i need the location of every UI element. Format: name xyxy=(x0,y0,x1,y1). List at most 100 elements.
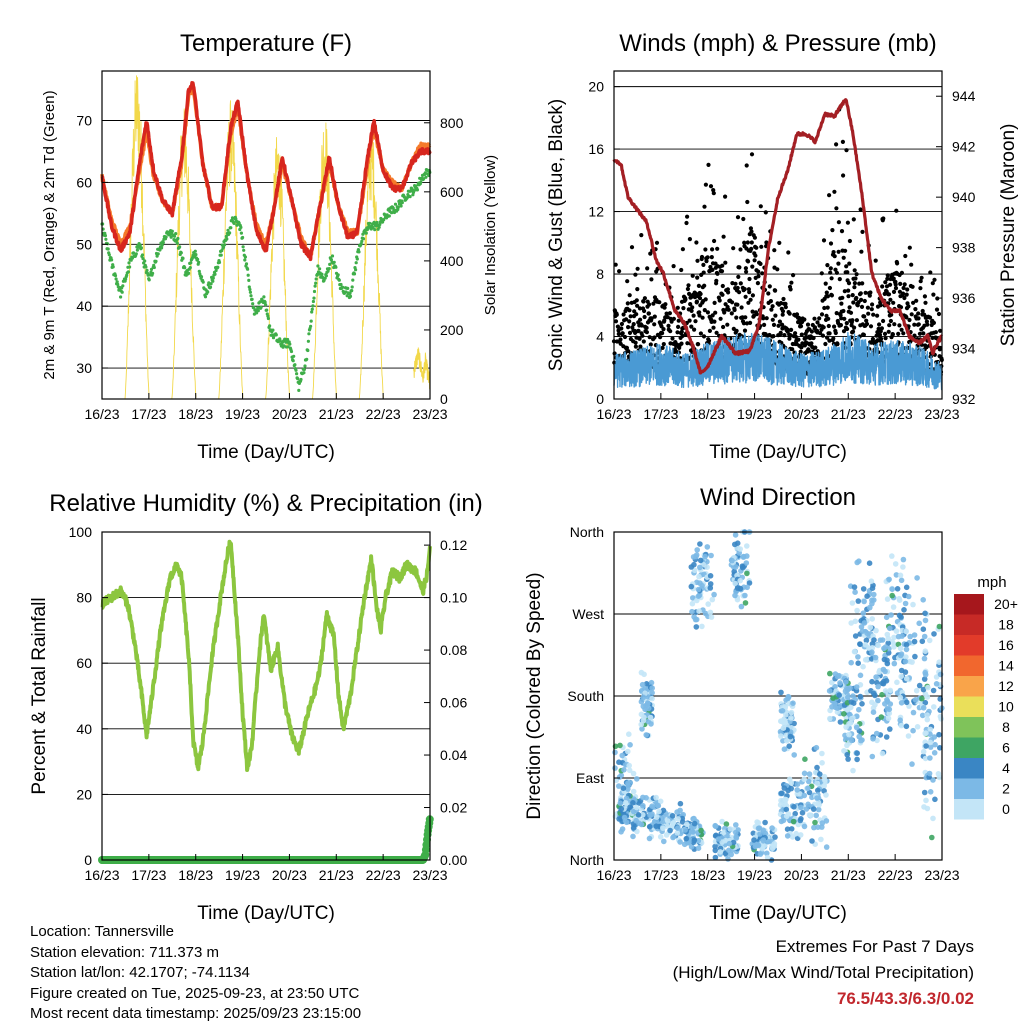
gust-point xyxy=(860,281,865,286)
direction-point xyxy=(781,746,788,752)
direction-point xyxy=(902,600,909,607)
gust-point xyxy=(787,311,792,316)
direction-point xyxy=(881,645,887,652)
y2-tick-label: 200 xyxy=(440,322,464,338)
dewpoint-point xyxy=(248,287,252,292)
colorbar-swatch xyxy=(954,614,984,635)
y-tick-label: East xyxy=(576,770,604,786)
gust-point xyxy=(823,281,828,286)
dewpoint-point xyxy=(104,237,108,241)
gust-point xyxy=(687,237,693,242)
gust-point xyxy=(820,333,826,338)
gust-point xyxy=(698,331,704,336)
direction-point xyxy=(895,633,902,640)
y2-tick-label: 800 xyxy=(440,115,464,131)
gust-point xyxy=(703,247,708,252)
gust-point xyxy=(902,295,907,301)
direction-point xyxy=(780,725,787,731)
insolation-curve xyxy=(218,100,244,400)
gust-point xyxy=(768,299,774,304)
direction-point xyxy=(883,678,890,684)
gust-point xyxy=(701,262,706,267)
gust-point xyxy=(825,305,830,310)
dewpoint-point xyxy=(226,228,230,232)
gust-point xyxy=(909,262,914,267)
dewpoint-point xyxy=(330,254,335,258)
gust-point xyxy=(864,321,870,327)
gust-point xyxy=(844,264,849,269)
direction-point xyxy=(897,694,904,701)
direction-point xyxy=(764,850,770,857)
gust-point xyxy=(835,342,840,347)
gust-point xyxy=(862,314,867,319)
direction-point xyxy=(695,586,702,593)
gust-point xyxy=(703,182,709,187)
direction-point xyxy=(853,724,860,731)
humidity-xlabel: Time (Day/UTC) xyxy=(197,903,335,924)
gust-point xyxy=(750,309,755,314)
dewpoint-point xyxy=(248,290,252,294)
wind-speed-line xyxy=(613,332,943,391)
dewpoint-point xyxy=(208,285,213,289)
gust-point xyxy=(624,317,629,322)
direction-point xyxy=(914,724,921,730)
gust-point xyxy=(720,283,725,289)
colorbar-title: mph xyxy=(977,574,1006,591)
gust-point xyxy=(744,163,749,168)
direction-point xyxy=(814,795,820,801)
gust-point xyxy=(617,269,622,274)
extremes-subtitle: (High/Low/Max Wind/Total Precipitation) xyxy=(672,963,974,982)
direction-point xyxy=(778,790,785,797)
direction-point xyxy=(922,610,928,617)
gust-point xyxy=(730,300,735,305)
wind-direction-ylabel: Direction (Colored By Speed) xyxy=(524,572,545,819)
direction-point xyxy=(921,676,928,682)
direction-point xyxy=(836,692,842,698)
humidity-frame xyxy=(101,531,431,861)
dewpoint-point xyxy=(352,272,357,276)
gust-point xyxy=(881,216,886,221)
direction-point xyxy=(922,648,929,654)
direction-point xyxy=(872,654,879,661)
gust-point xyxy=(647,302,652,307)
gust-point xyxy=(796,337,801,342)
dewpoint-point xyxy=(382,218,386,222)
gust-point xyxy=(770,317,775,322)
gust-point xyxy=(694,240,699,245)
gust-point xyxy=(735,215,741,220)
direction-point xyxy=(916,682,923,689)
gust-point xyxy=(764,316,769,321)
gust-point xyxy=(843,248,848,253)
dewpoint-point xyxy=(312,289,317,294)
direction-point xyxy=(698,827,704,834)
gust-point xyxy=(799,345,804,350)
gust-point xyxy=(904,315,909,320)
gust-point xyxy=(790,347,795,352)
direction-point xyxy=(900,564,906,570)
direction-point xyxy=(903,628,910,635)
direction-point xyxy=(847,685,853,691)
direction-point xyxy=(843,679,849,685)
direction-point xyxy=(819,760,825,766)
x-tick-label: 18/23 xyxy=(178,867,213,883)
direction-point xyxy=(783,712,789,718)
gust-point xyxy=(713,310,718,315)
dewpoint-point xyxy=(422,177,426,181)
temperature-ticks: 16/23 17/23 18/23 19/23 20/23 21/23 22/23 23/23… xyxy=(76,113,463,422)
gust-point xyxy=(868,324,874,329)
direction-point xyxy=(785,787,791,794)
direction-point xyxy=(755,825,762,832)
direction-point xyxy=(848,715,855,722)
direction-point xyxy=(813,744,820,751)
gust-point xyxy=(857,281,862,286)
direction-point xyxy=(936,731,942,738)
direction-point xyxy=(794,791,801,797)
gust-point xyxy=(894,208,899,213)
dewpoint-point xyxy=(135,248,139,252)
gust-point xyxy=(899,270,905,275)
direction-point xyxy=(852,589,858,595)
gust-point xyxy=(919,275,924,280)
gust-point xyxy=(936,311,942,317)
y-tick-label: North xyxy=(570,524,604,540)
gust-point xyxy=(769,307,774,312)
